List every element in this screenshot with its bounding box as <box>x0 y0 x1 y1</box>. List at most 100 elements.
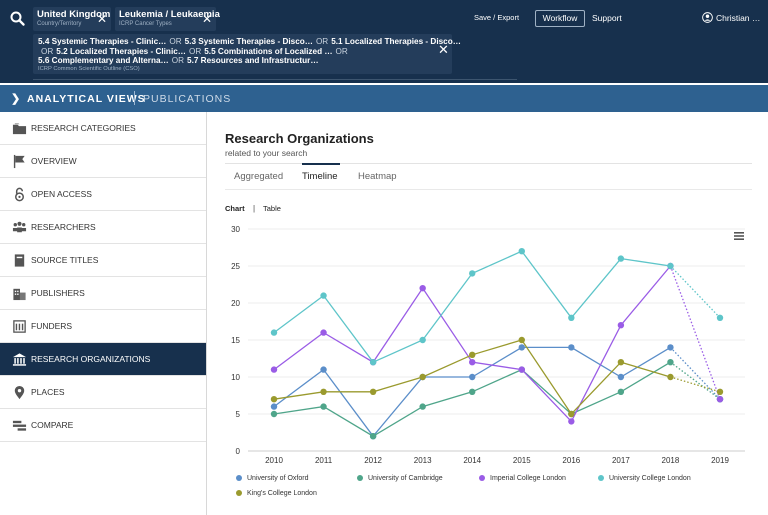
map-pin-icon <box>14 385 25 400</box>
chart-view-toggle[interactable]: Chart <box>225 204 245 213</box>
x-tick-label: 2016 <box>562 456 580 465</box>
data-point <box>419 336 426 344</box>
legend-item[interactable]: King's College London <box>236 490 317 497</box>
data-point <box>617 255 625 262</box>
analytical-views-title[interactable]: ANALYTICAL VIEWS <box>27 93 146 105</box>
legend-label: University of Oxford <box>247 475 309 482</box>
tab-heatmap[interactable]: Heatmap <box>358 171 397 182</box>
data-point <box>568 314 575 321</box>
series-projection-line <box>670 361 721 400</box>
data-point <box>270 329 278 336</box>
cso-line: OR 5.2 Localized Therapies - Clinic… OR 5.5… <box>41 46 348 56</box>
active-tab-indicator <box>302 163 340 165</box>
data-point <box>369 359 377 366</box>
x-tick-label: 2017 <box>612 456 630 465</box>
data-point <box>320 403 327 410</box>
chevron-right-icon[interactable]: ❯ <box>11 93 21 105</box>
user-name[interactable]: Christian … <box>716 13 761 23</box>
data-point <box>716 388 724 395</box>
data-point <box>518 248 525 255</box>
people-icon <box>12 221 27 233</box>
data-point <box>568 410 575 418</box>
cso-line: 5.4 Systemic Therapies - Clinic… OR 5.3 Sy… <box>38 37 461 46</box>
sidebar-item-label: PLACES <box>31 387 65 397</box>
sidebar-item-label: SOURCE TITLES <box>31 255 99 265</box>
publications-label: PUBLICATIONS <box>143 93 232 105</box>
filter-chip-country[interactable]: United Kingdom Country/Territory ✕ <box>33 7 111 31</box>
sidebar-item-funders[interactable]: FUNDERS <box>0 310 206 343</box>
legend-label: University of Cambridge <box>368 475 443 482</box>
institution-icon <box>12 353 27 366</box>
data-point <box>469 351 476 358</box>
divider <box>225 189 752 190</box>
legend-label: Imperial College London <box>490 475 566 482</box>
data-point <box>469 388 476 395</box>
data-point <box>469 359 476 366</box>
tab-aggregated[interactable]: Aggregated <box>234 171 284 182</box>
data-point <box>716 396 724 403</box>
sidebar-item-overview[interactable]: OVERVIEW <box>0 145 206 178</box>
folder-icon <box>12 123 27 135</box>
sidebar-item-open-access[interactable]: OPEN ACCESS <box>0 178 206 211</box>
legend-swatch <box>357 475 363 481</box>
data-point <box>369 433 377 440</box>
series-line <box>273 265 671 423</box>
sidebar-item-label: PUBLISHERS <box>31 288 85 298</box>
book-icon <box>14 254 25 267</box>
legend-item[interactable]: University College London <box>598 475 691 482</box>
sidebar-item-compare[interactable]: COMPARE <box>0 409 206 442</box>
data-point <box>617 359 625 366</box>
save-export-link[interactable]: Save / Export <box>474 13 520 22</box>
data-point <box>369 388 377 395</box>
toggle-separator: | <box>253 204 256 213</box>
filter-chip-value: Leukemia / Leukaemia <box>119 9 220 20</box>
series-projection-line <box>669 346 721 400</box>
y-tick-label: 10 <box>231 373 240 382</box>
x-tick-label: 2019 <box>711 456 729 465</box>
y-tick-label: 20 <box>231 299 240 308</box>
analytical-views-bar: ❯ ANALYTICAL VIEWS PUBLICATIONS <box>0 85 768 112</box>
sidebar-item-source-titles[interactable]: SOURCE TITLES <box>0 244 206 277</box>
close-icon[interactable]: ✕ <box>202 12 213 26</box>
close-icon[interactable]: ✕ <box>97 12 108 26</box>
top-bar: United Kingdom Country/Territory ✕ Leuke… <box>0 0 768 83</box>
close-icon[interactable]: ✕ <box>438 42 449 57</box>
legend-swatch <box>479 475 485 481</box>
legend-item[interactable]: Imperial College London <box>479 475 566 482</box>
legend-item[interactable]: University of Cambridge <box>357 475 443 482</box>
data-point <box>270 410 278 418</box>
hamburger-menu-icon[interactable] <box>734 232 744 240</box>
compare-icon <box>12 420 27 431</box>
x-tick-label: 2012 <box>364 456 382 465</box>
tab-timeline[interactable]: Timeline <box>302 171 338 182</box>
x-tick-label: 2011 <box>315 456 333 465</box>
y-tick-label: 25 <box>231 262 240 271</box>
search-icon[interactable] <box>9 10 27 28</box>
y-tick-label: 15 <box>231 336 240 345</box>
sidebar-item-research-categories[interactable]: RESEARCH CATEGORIES <box>0 112 206 145</box>
data-point <box>419 373 426 381</box>
sidebar-item-label: FUNDERS <box>31 321 73 331</box>
legend-item[interactable]: University of Oxford <box>236 475 308 482</box>
sidebar-item-label: RESEARCHERS <box>31 222 96 232</box>
cso-line: 5.6 Complementary and Alterna… OR 5.7 Reso… <box>38 56 319 65</box>
y-tick-label: 30 <box>231 225 240 234</box>
filter-chip-cso[interactable]: 5.4 Systemic Therapies - Clinic… OR 5.3 Sy… <box>33 34 461 74</box>
support-link[interactable]: Support <box>592 13 622 23</box>
table-view-toggle[interactable]: Table <box>263 204 281 213</box>
sidebar-item-research-organizations[interactable]: RESEARCH ORGANIZATIONS <box>0 343 206 376</box>
data-point <box>667 373 674 381</box>
data-point <box>518 336 525 344</box>
x-tick-label: 2014 <box>463 456 481 465</box>
sidebar-item-label: RESEARCH CATEGORIES <box>31 123 136 133</box>
y-tick-label: 5 <box>236 410 241 419</box>
user-icon[interactable] <box>702 12 713 23</box>
sidebar-item-researchers[interactable]: RESEARCHERS <box>0 211 206 244</box>
series-projection-line <box>669 265 721 319</box>
filter-chip-cancer-type[interactable]: Leukemia / Leukaemia ICRP Cancer Types ✕ <box>115 7 220 31</box>
workflow-button[interactable]: Workflow <box>535 10 585 27</box>
legend-swatch <box>236 475 242 481</box>
data-point <box>568 344 575 351</box>
sidebar-item-publishers[interactable]: PUBLISHERS <box>0 277 206 310</box>
sidebar-item-places[interactable]: PLACES <box>0 376 206 409</box>
